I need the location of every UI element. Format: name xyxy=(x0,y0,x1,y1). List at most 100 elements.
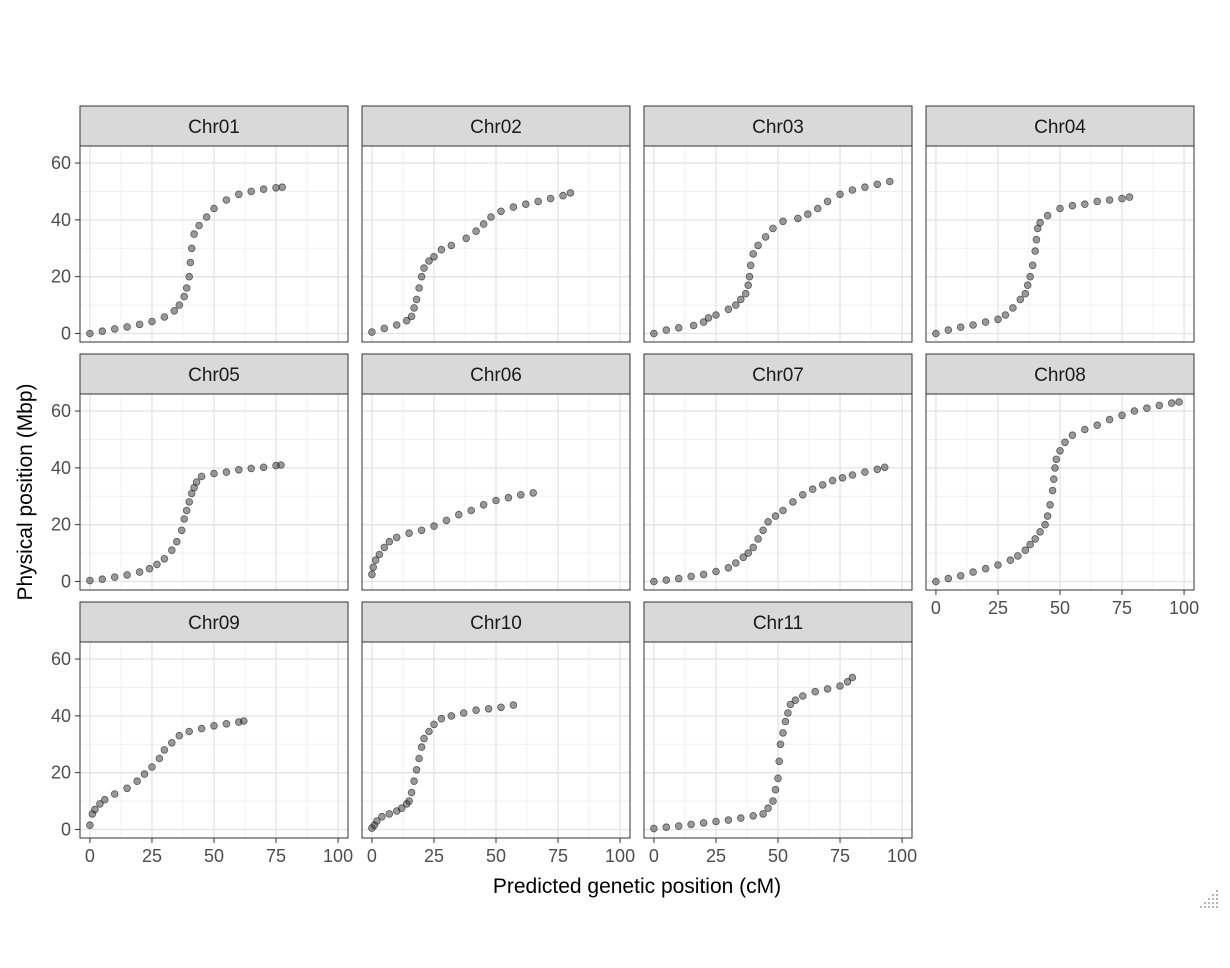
data-point xyxy=(410,777,418,785)
data-point xyxy=(736,814,745,822)
data-point xyxy=(405,797,413,805)
facet-strip xyxy=(643,601,913,643)
data-point xyxy=(1052,455,1061,464)
data-point xyxy=(1105,196,1114,204)
data-point xyxy=(417,743,426,751)
data-point xyxy=(425,257,433,265)
data-point xyxy=(168,738,176,747)
data-point xyxy=(1006,556,1015,564)
data-point xyxy=(407,788,416,797)
y-tick-label: 60 xyxy=(51,153,71,173)
data-point xyxy=(754,535,762,543)
data-point xyxy=(369,563,378,572)
data-point xyxy=(813,204,822,213)
data-point xyxy=(759,526,767,535)
facet-strip xyxy=(79,105,349,147)
data-point xyxy=(210,469,218,478)
x-tick-label: 100 xyxy=(1169,598,1199,618)
data-point xyxy=(202,213,211,221)
data-point xyxy=(447,241,456,250)
data-point xyxy=(1023,281,1032,290)
data-point xyxy=(373,817,381,825)
data-point xyxy=(123,571,131,579)
data-point xyxy=(1050,475,1058,484)
data-point xyxy=(687,820,695,829)
data-point xyxy=(1031,247,1039,255)
data-point xyxy=(1118,194,1126,203)
data-point xyxy=(110,790,119,798)
x-tick-label: 50 xyxy=(1050,598,1070,618)
data-point xyxy=(759,810,767,818)
data-point xyxy=(803,210,812,219)
data-point xyxy=(380,324,389,333)
data-point xyxy=(873,465,882,474)
data-point xyxy=(278,183,287,192)
facet-panel-chr09: Chr09 0 20 40 60 0 25 50 75 100 xyxy=(51,601,353,866)
data-point xyxy=(529,489,537,497)
data-point xyxy=(956,571,965,580)
data-point xyxy=(994,561,1002,569)
data-point xyxy=(1068,201,1077,210)
data-point xyxy=(484,704,493,713)
data-point xyxy=(1028,261,1037,270)
data-point xyxy=(650,329,658,338)
data-point xyxy=(472,706,480,714)
data-point xyxy=(160,746,169,754)
data-point xyxy=(175,731,184,740)
data-point xyxy=(534,197,542,206)
data-point xyxy=(731,559,740,567)
data-point xyxy=(1105,415,1114,424)
data-point xyxy=(410,304,418,312)
facet-panel-chr04: Chr04 xyxy=(925,105,1195,343)
data-point xyxy=(392,321,401,329)
facet-panel-chr03: Chr03 xyxy=(643,105,913,343)
data-point xyxy=(956,323,965,332)
facet-panel-chr07: Chr07 xyxy=(643,353,913,591)
plot-border xyxy=(361,393,631,591)
data-point xyxy=(442,516,451,525)
data-point xyxy=(415,284,423,292)
data-point xyxy=(969,321,977,329)
data-point xyxy=(454,510,463,519)
facet-strip xyxy=(361,353,631,395)
data-point xyxy=(371,556,380,564)
data-point xyxy=(699,819,708,827)
data-point xyxy=(828,476,837,485)
data-point xyxy=(771,785,780,794)
x-tick-label: 50 xyxy=(204,846,224,866)
data-point xyxy=(786,700,795,709)
data-point xyxy=(402,316,411,325)
data-point xyxy=(86,329,94,338)
data-point xyxy=(836,682,844,690)
data-point xyxy=(754,241,762,250)
x-tick-label: 25 xyxy=(142,846,162,866)
x-tick-label: 0 xyxy=(649,846,659,866)
y-tick-label: 0 xyxy=(61,571,71,591)
data-point xyxy=(731,301,740,309)
data-point xyxy=(699,570,708,579)
data-point xyxy=(774,774,782,783)
data-point xyxy=(1143,404,1151,413)
data-point xyxy=(187,244,196,253)
data-point xyxy=(415,754,423,763)
data-point xyxy=(699,318,708,326)
data-point xyxy=(823,197,832,206)
data-point xyxy=(235,190,243,199)
data-point xyxy=(425,727,433,736)
data-point xyxy=(186,258,195,267)
data-point xyxy=(168,546,176,554)
y-tick-label: 20 xyxy=(51,515,71,535)
data-point xyxy=(210,721,218,730)
data-point xyxy=(779,506,787,515)
data-point xyxy=(185,272,194,281)
data-point xyxy=(1041,520,1049,529)
data-point xyxy=(412,765,421,774)
data-point xyxy=(521,200,530,209)
resize-grip-icon[interactable] xyxy=(1198,888,1220,910)
data-point xyxy=(771,512,780,520)
facet-strip-label: Chr06 xyxy=(470,365,522,386)
data-point xyxy=(1048,486,1057,495)
data-point xyxy=(744,281,752,290)
data-point xyxy=(662,326,671,334)
data-point xyxy=(823,685,832,693)
